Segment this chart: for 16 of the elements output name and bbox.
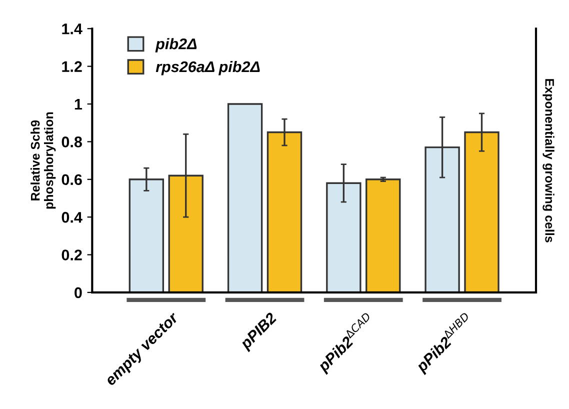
y-tick-label: 1	[74, 99, 82, 110]
y-axis-title: Relative Sch9 phosphorylation	[30, 112, 56, 209]
text: Exponentially growing cells	[542, 79, 554, 242]
legend-label: rps26aΔ pib2Δ	[156, 60, 260, 76]
x-tick-label: pPib2$^{ΔCAD}$	[314, 312, 378, 375]
legend-label: pib2Δ	[155, 38, 197, 52]
y-tick-label: 0.4	[62, 212, 82, 223]
y-tick-label: 0.2	[62, 250, 82, 260]
y-tick-label: 0.8	[62, 136, 82, 148]
y-tick-label: 1.4	[62, 24, 82, 34]
y-tick-label: 1.2	[62, 61, 82, 72]
y-tick-label: 0	[74, 287, 82, 298]
y-tick-label: 0.6	[62, 174, 82, 186]
bar	[366, 178, 401, 292]
bar	[227, 103, 263, 292]
x-tick-label: pPib2$^{ΔHBD}$	[412, 312, 476, 376]
